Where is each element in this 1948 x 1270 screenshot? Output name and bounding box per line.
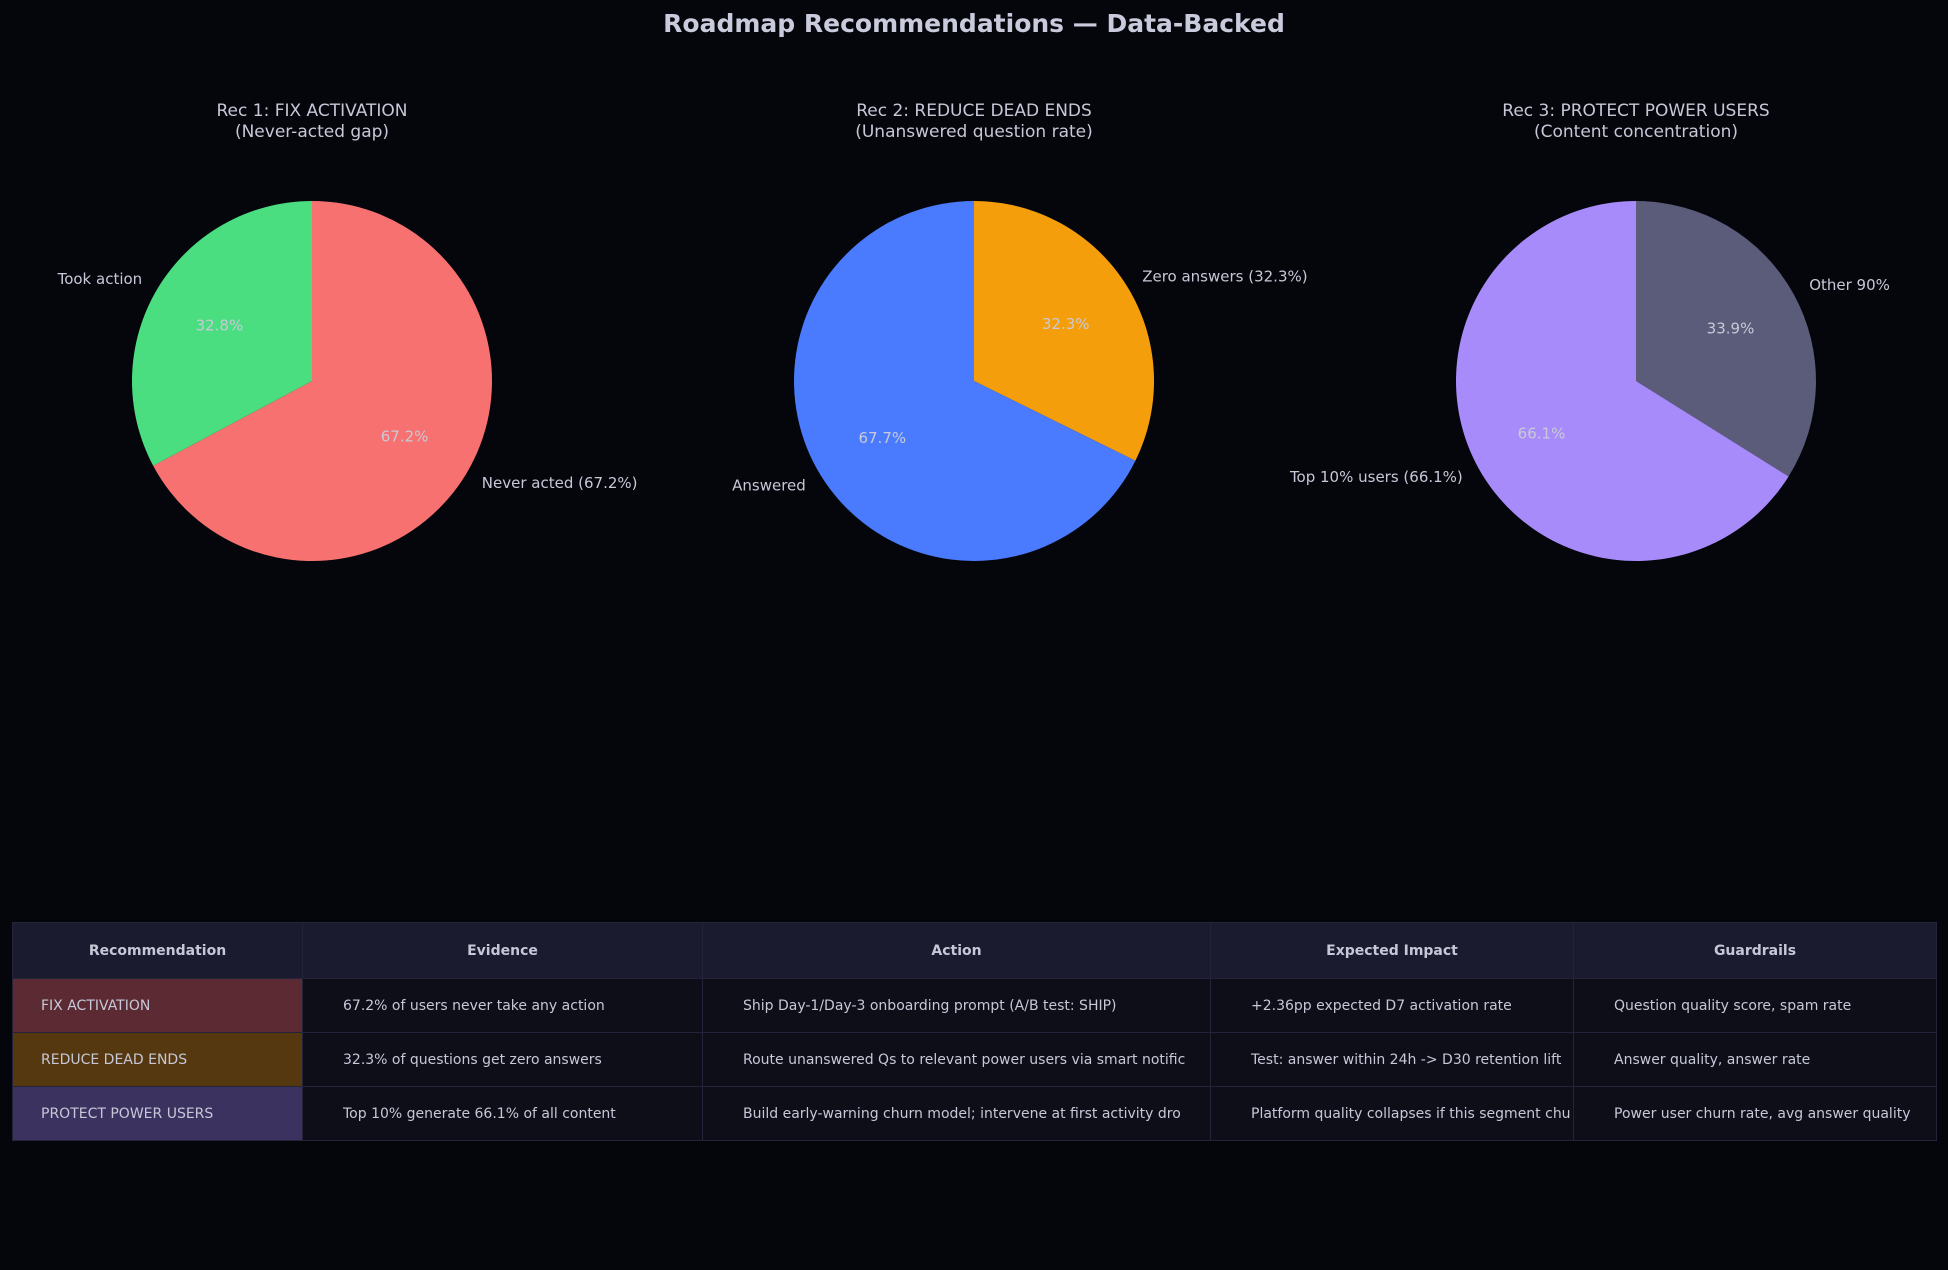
pie-3-slice-label-2: Top 10% users (66.1%) — [1289, 468, 1463, 486]
header-expected-impact: Expected Impact — [1210, 922, 1574, 979]
pie-2-slice-label-2: Answered — [732, 477, 806, 495]
pie-2-pct-label-2: 67.7% — [858, 429, 906, 447]
row-1-action: Ship Day-1/Day-3 onboarding prompt (A/B … — [702, 978, 1211, 1033]
pie-3-pct-label-2: 66.1% — [1518, 424, 1566, 442]
pie-3-subtitle: (Content concentration) — [1533, 122, 1739, 142]
row-2-guardrails: Answer quality, answer rate — [1573, 1032, 1937, 1087]
header-evidence: Evidence — [302, 922, 703, 979]
pie-1-slice-label-2: Took action — [57, 270, 143, 288]
pie-1-title: Rec 1: FIX ACTIVATION — [216, 101, 408, 121]
pie-3-title: Rec 3: PROTECT POWER USERS — [1502, 101, 1770, 121]
pie-2-pct-label-1: 32.3% — [1042, 315, 1090, 333]
row-3-guardrails: Power user churn rate, avg answer qualit… — [1573, 1086, 1937, 1141]
recommendations-table: Recommendation Evidence Action Expected … — [12, 922, 1937, 1141]
row-2-impact: Test: answer within 24h -> D30 retention… — [1210, 1032, 1574, 1087]
row-1-evidence: 67.2% of users never take any action — [302, 978, 703, 1033]
pie-1-subtitle: (Never-acted gap) — [234, 122, 390, 142]
table-row: REDUCE DEAD ENDS 32.3% of questions get … — [12, 1032, 1937, 1087]
pie-2-subtitle: (Unanswered question rate) — [855, 122, 1093, 142]
pie-2-title-block: Rec 2: REDUCE DEAD ENDS (Unanswered ques… — [724, 101, 1224, 143]
pie-2-slice-1 — [974, 201, 1155, 461]
pie-2-slice-label-1: Zero answers (32.3%) — [1142, 268, 1307, 286]
header-recommendation: Recommendation — [12, 922, 303, 979]
page-title: Roadmap Recommendations — Data-Backed — [663, 9, 1285, 38]
row-2-recommendation: REDUCE DEAD ENDS — [12, 1032, 303, 1087]
pie-1-title-block: Rec 1: FIX ACTIVATION (Never-acted gap) — [62, 101, 562, 143]
pie-2-title: Rec 2: REDUCE DEAD ENDS — [856, 101, 1092, 121]
pie-1-slice-label-1: Never acted (67.2%) — [482, 474, 638, 492]
table-row: PROTECT POWER USERS Top 10% generate 66.… — [12, 1086, 1937, 1141]
pie-3-slice-1 — [1636, 201, 1816, 477]
pie-1-pct-label-1: 67.2% — [381, 428, 429, 446]
pie-3-title-block: Rec 3: PROTECT POWER USERS (Content conc… — [1386, 101, 1886, 143]
pie-3-slice-2 — [1455, 200, 1789, 562]
pie-3-slice-label-1: Other 90% — [1809, 276, 1890, 294]
header-action: Action — [702, 922, 1211, 979]
table-row: FIX ACTIVATION 67.2% of users never take… — [12, 978, 1937, 1033]
row-3-impact: Platform quality collapses if this segme… — [1210, 1086, 1574, 1141]
header-guardrails: Guardrails — [1573, 922, 1937, 979]
row-1-recommendation: FIX ACTIVATION — [12, 978, 303, 1033]
pie-1-slice-1 — [153, 201, 493, 562]
table-header-row: Recommendation Evidence Action Expected … — [12, 922, 1937, 979]
pie-1-pct-label-2: 32.8% — [196, 316, 244, 334]
row-2-evidence: 32.3% of questions get zero answers — [302, 1032, 703, 1087]
pie-charts: 67.2% Never acted (67.2%) 32.8% Took action… — [57, 200, 1890, 562]
row-2-action: Route unanswered Qs to relevant power us… — [702, 1032, 1211, 1087]
row-1-impact: +2.36pp expected D7 activation rate — [1210, 978, 1574, 1033]
row-3-evidence: Top 10% generate 66.1% of all content — [302, 1086, 703, 1141]
row-3-recommendation: PROTECT POWER USERS — [12, 1086, 303, 1141]
pie-1-slice-2 — [132, 201, 312, 466]
pie-2-slice-2 — [794, 201, 1136, 561]
row-3-action: Build early-warning churn model; interve… — [702, 1086, 1211, 1141]
pie-3-pct-label-1: 33.9% — [1707, 320, 1755, 338]
row-1-guardrails: Question quality score, spam rate — [1573, 978, 1937, 1033]
